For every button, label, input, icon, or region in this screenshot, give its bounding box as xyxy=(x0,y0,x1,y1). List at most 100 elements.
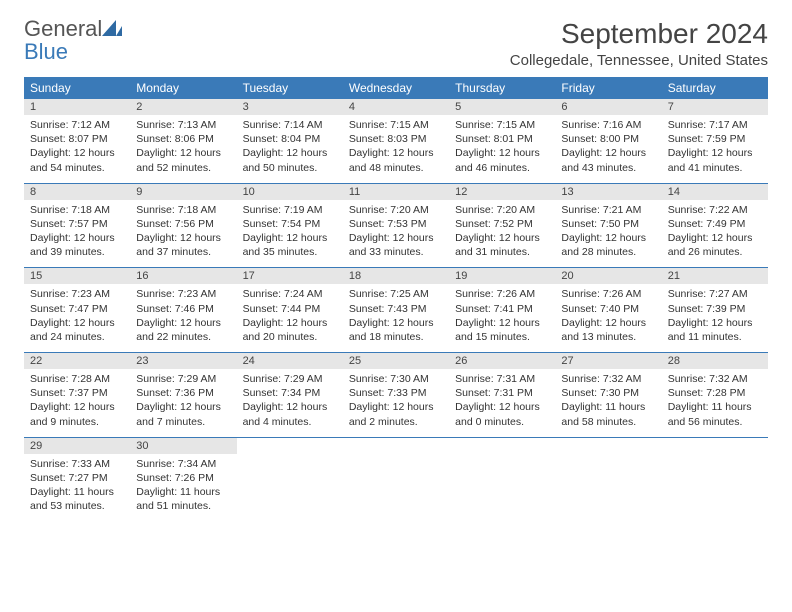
daynum-row: 1234567 xyxy=(24,99,768,115)
daylight-text-2: and 31 minutes. xyxy=(455,245,549,259)
day-cell: Sunrise: 7:14 AMSunset: 8:04 PMDaylight:… xyxy=(237,115,343,183)
day-cell xyxy=(343,454,449,522)
day-header: Sunday xyxy=(24,77,130,99)
daylight-text: Daylight: 12 hours xyxy=(136,316,230,330)
day-header: Tuesday xyxy=(237,77,343,99)
daylight-text-2: and 33 minutes. xyxy=(349,245,443,259)
day-number: 15 xyxy=(24,268,130,284)
daylight-text-2: and 52 minutes. xyxy=(136,161,230,175)
sunset-text: Sunset: 7:28 PM xyxy=(668,386,762,400)
day-number xyxy=(449,438,555,454)
daylight-text-2: and 58 minutes. xyxy=(561,415,655,429)
sunset-text: Sunset: 7:46 PM xyxy=(136,302,230,316)
sunset-text: Sunset: 7:57 PM xyxy=(30,217,124,231)
sunset-text: Sunset: 8:01 PM xyxy=(455,132,549,146)
daylight-text-2: and 20 minutes. xyxy=(243,330,337,344)
daylight-text: Daylight: 12 hours xyxy=(455,231,549,245)
day-cell: Sunrise: 7:15 AMSunset: 8:03 PMDaylight:… xyxy=(343,115,449,183)
day-cell: Sunrise: 7:27 AMSunset: 7:39 PMDaylight:… xyxy=(662,284,768,352)
day-cell: Sunrise: 7:16 AMSunset: 8:00 PMDaylight:… xyxy=(555,115,661,183)
sunrise-text: Sunrise: 7:24 AM xyxy=(243,287,337,301)
day-number: 17 xyxy=(237,268,343,284)
sunrise-text: Sunrise: 7:25 AM xyxy=(349,287,443,301)
logo-sail-icon xyxy=(102,20,122,36)
day-cell: Sunrise: 7:26 AMSunset: 7:40 PMDaylight:… xyxy=(555,284,661,352)
day-cell: Sunrise: 7:17 AMSunset: 7:59 PMDaylight:… xyxy=(662,115,768,183)
sunset-text: Sunset: 7:39 PM xyxy=(668,302,762,316)
sunset-text: Sunset: 7:40 PM xyxy=(561,302,655,316)
sunset-text: Sunset: 7:44 PM xyxy=(243,302,337,316)
day-cell: Sunrise: 7:15 AMSunset: 8:01 PMDaylight:… xyxy=(449,115,555,183)
day-number: 6 xyxy=(555,99,661,115)
daylight-text: Daylight: 12 hours xyxy=(136,231,230,245)
daylight-text: Daylight: 11 hours xyxy=(668,400,762,414)
sunset-text: Sunset: 7:37 PM xyxy=(30,386,124,400)
daylight-text: Daylight: 12 hours xyxy=(349,316,443,330)
day-number: 2 xyxy=(130,99,236,115)
sunrise-text: Sunrise: 7:27 AM xyxy=(668,287,762,301)
sunrise-text: Sunrise: 7:18 AM xyxy=(30,203,124,217)
week-row: Sunrise: 7:33 AMSunset: 7:27 PMDaylight:… xyxy=(24,454,768,522)
daylight-text: Daylight: 12 hours xyxy=(668,146,762,160)
sunset-text: Sunset: 7:54 PM xyxy=(243,217,337,231)
daylight-text: Daylight: 12 hours xyxy=(455,316,549,330)
daylight-text-2: and 50 minutes. xyxy=(243,161,337,175)
daylight-text-2: and 11 minutes. xyxy=(668,330,762,344)
day-cell: Sunrise: 7:19 AMSunset: 7:54 PMDaylight:… xyxy=(237,200,343,268)
day-number: 10 xyxy=(237,184,343,200)
sunset-text: Sunset: 7:47 PM xyxy=(30,302,124,316)
day-number: 19 xyxy=(449,268,555,284)
day-cell: Sunrise: 7:18 AMSunset: 7:56 PMDaylight:… xyxy=(130,200,236,268)
sunset-text: Sunset: 8:04 PM xyxy=(243,132,337,146)
day-number: 3 xyxy=(237,99,343,115)
sunset-text: Sunset: 7:36 PM xyxy=(136,386,230,400)
daylight-text: Daylight: 11 hours xyxy=(30,485,124,499)
day-number: 9 xyxy=(130,184,236,200)
sunrise-text: Sunrise: 7:15 AM xyxy=(349,118,443,132)
daylight-text: Daylight: 12 hours xyxy=(30,400,124,414)
day-cell: Sunrise: 7:26 AMSunset: 7:41 PMDaylight:… xyxy=(449,284,555,352)
sunrise-text: Sunrise: 7:29 AM xyxy=(243,372,337,386)
day-number: 25 xyxy=(343,353,449,369)
day-cell xyxy=(555,454,661,522)
daylight-text-2: and 41 minutes. xyxy=(668,161,762,175)
month-title: September 2024 xyxy=(510,18,768,50)
daylight-text: Daylight: 12 hours xyxy=(561,231,655,245)
daylight-text-2: and 43 minutes. xyxy=(561,161,655,175)
daylight-text-2: and 35 minutes. xyxy=(243,245,337,259)
day-number: 23 xyxy=(130,353,236,369)
title-block: September 2024 Collegedale, Tennessee, U… xyxy=(510,18,768,69)
day-number: 18 xyxy=(343,268,449,284)
day-cell xyxy=(237,454,343,522)
day-header: Wednesday xyxy=(343,77,449,99)
sunrise-text: Sunrise: 7:19 AM xyxy=(243,203,337,217)
day-cell xyxy=(662,454,768,522)
daylight-text-2: and 37 minutes. xyxy=(136,245,230,259)
day-header-row: SundayMondayTuesdayWednesdayThursdayFrid… xyxy=(24,77,768,99)
day-number xyxy=(662,438,768,454)
day-number: 11 xyxy=(343,184,449,200)
day-header: Thursday xyxy=(449,77,555,99)
location: Collegedale, Tennessee, United States xyxy=(510,52,768,69)
header: General Blue September 2024 Collegedale,… xyxy=(24,18,768,69)
sunrise-text: Sunrise: 7:23 AM xyxy=(30,287,124,301)
day-cell: Sunrise: 7:29 AMSunset: 7:36 PMDaylight:… xyxy=(130,369,236,437)
sunrise-text: Sunrise: 7:33 AM xyxy=(30,457,124,471)
sunrise-text: Sunrise: 7:18 AM xyxy=(136,203,230,217)
daylight-text-2: and 13 minutes. xyxy=(561,330,655,344)
sunrise-text: Sunrise: 7:15 AM xyxy=(455,118,549,132)
sunset-text: Sunset: 7:27 PM xyxy=(30,471,124,485)
sunrise-text: Sunrise: 7:16 AM xyxy=(561,118,655,132)
day-number: 12 xyxy=(449,184,555,200)
sunset-text: Sunset: 7:59 PM xyxy=(668,132,762,146)
day-number: 30 xyxy=(130,438,236,454)
sunrise-text: Sunrise: 7:20 AM xyxy=(349,203,443,217)
day-cell: Sunrise: 7:29 AMSunset: 7:34 PMDaylight:… xyxy=(237,369,343,437)
day-cell: Sunrise: 7:20 AMSunset: 7:53 PMDaylight:… xyxy=(343,200,449,268)
day-number: 8 xyxy=(24,184,130,200)
daynum-row: 15161718192021 xyxy=(24,268,768,284)
daylight-text: Daylight: 12 hours xyxy=(136,400,230,414)
logo-text-blue: Blue xyxy=(24,39,68,64)
sunrise-text: Sunrise: 7:14 AM xyxy=(243,118,337,132)
sunset-text: Sunset: 8:06 PM xyxy=(136,132,230,146)
